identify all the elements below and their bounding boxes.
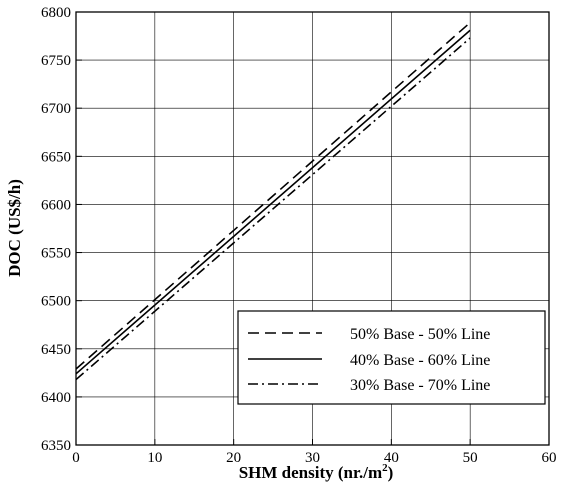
- series-line-3: [75, 37, 471, 381]
- y-tick-label: 6450: [41, 342, 71, 358]
- ticks: 0 10 20 30 40 50 60 6350 6400 6450 6500 6550 6600 665…: [41, 5, 557, 466]
- series-line-1: [75, 21, 471, 370]
- legend: 50% Base - 50% Line 40% Base - 60% Line …: [237, 310, 546, 405]
- x-tick-label: 40: [384, 450, 399, 466]
- x-tick-label: 0: [72, 450, 80, 466]
- x-tick-label: 20: [226, 450, 241, 466]
- y-tick-label: 6700: [41, 101, 71, 117]
- y-tick-label: 6750: [41, 53, 71, 69]
- x-tick-label: 10: [147, 450, 162, 466]
- y-tick-label: 6800: [41, 5, 71, 21]
- y-tick-label: 6550: [41, 246, 71, 262]
- legend-label-1: 50% Base - 50% Line: [350, 326, 490, 343]
- x-tick-label: 50: [463, 450, 478, 466]
- x-tick-label: 30: [305, 450, 320, 466]
- y-tick-label: 6400: [41, 390, 71, 406]
- y-tick-label: 6600: [41, 197, 71, 213]
- y-axis-title: DOC (US$/h): [5, 179, 24, 277]
- legend-label-3: 30% Base - 70% Line: [350, 377, 490, 394]
- x-axis-title: SHM density (nr./m2): [239, 462, 394, 482]
- series-line-2: [75, 29, 471, 375]
- y-tick-label: 6650: [41, 149, 71, 165]
- x-tick-label: 60: [542, 450, 557, 466]
- series-group: [75, 21, 471, 381]
- legend-box: [237, 310, 546, 405]
- y-tick-label: 6500: [41, 294, 71, 310]
- legend-label-2: 40% Base - 60% Line: [350, 352, 490, 369]
- y-tick-label: 6350: [41, 438, 71, 454]
